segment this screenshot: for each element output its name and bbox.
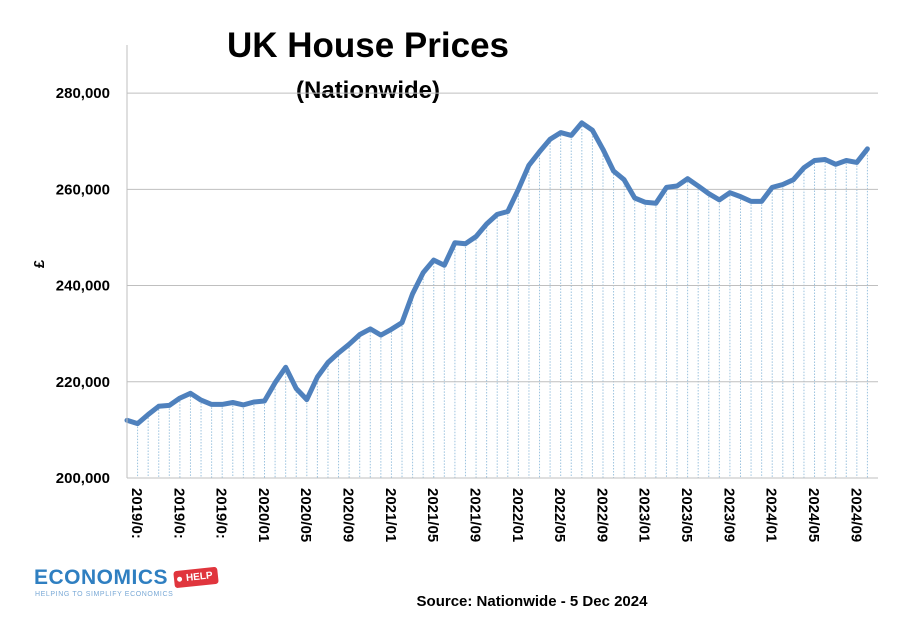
logo-tagline: HELPING TO SIMPLIFY ECONOMICS bbox=[35, 591, 174, 598]
x-tick-label: 2022/01 bbox=[509, 488, 526, 542]
axis-layer: 200,000 220,000 240,000 260,000 280,000 2019/… bbox=[56, 45, 878, 542]
x-tick-label: 2024/09 bbox=[847, 488, 864, 542]
source-note: Source: Nationwide - 5 Dec 2024 bbox=[417, 593, 649, 610]
x-tick-label: 2021/01 bbox=[382, 488, 399, 542]
x-tick-label: 2019/0: bbox=[213, 488, 230, 539]
x-tick-label: 2024/01 bbox=[763, 488, 780, 542]
chart-subtitle: (Nationwide) bbox=[296, 77, 440, 104]
x-tick-label: 2020/01 bbox=[255, 488, 272, 542]
x-tick-label: 2022/05 bbox=[551, 488, 568, 542]
x-tick-label: 2023/09 bbox=[720, 488, 737, 542]
grid-layer bbox=[127, 92, 878, 479]
house-price-line bbox=[124, 120, 870, 427]
x-tick-label: 2019/0: bbox=[128, 488, 145, 539]
chart-title: UK House Prices bbox=[227, 26, 509, 65]
y-tick-label: 220,000 bbox=[56, 374, 110, 391]
x-tick-label: 2021/05 bbox=[424, 488, 441, 542]
series-layer bbox=[124, 120, 870, 427]
x-tick-label: 2023/05 bbox=[678, 488, 695, 542]
x-tick-label: 2023/01 bbox=[636, 488, 653, 542]
y-tick-label: 240,000 bbox=[56, 278, 110, 295]
x-tick-label: 2022/09 bbox=[593, 488, 610, 542]
y-tick-label: 200,000 bbox=[56, 470, 110, 487]
x-tick-label: 2020/09 bbox=[340, 488, 357, 542]
y-axis-label: £ bbox=[31, 259, 48, 268]
economics-help-logo: ECONOMICS HELP HELPING TO SIMPLIFY ECONO… bbox=[34, 566, 219, 602]
logo-name: ECONOMICS bbox=[34, 566, 169, 589]
x-tick-label: 2021/09 bbox=[466, 488, 483, 542]
x-tick-label: 2019/0: bbox=[170, 488, 187, 539]
y-tick-label: 260,000 bbox=[56, 181, 110, 198]
x-tick-label: 2020/05 bbox=[297, 488, 314, 542]
x-tick-label: 2024/05 bbox=[805, 488, 822, 542]
y-tick-label: 280,000 bbox=[56, 85, 110, 102]
